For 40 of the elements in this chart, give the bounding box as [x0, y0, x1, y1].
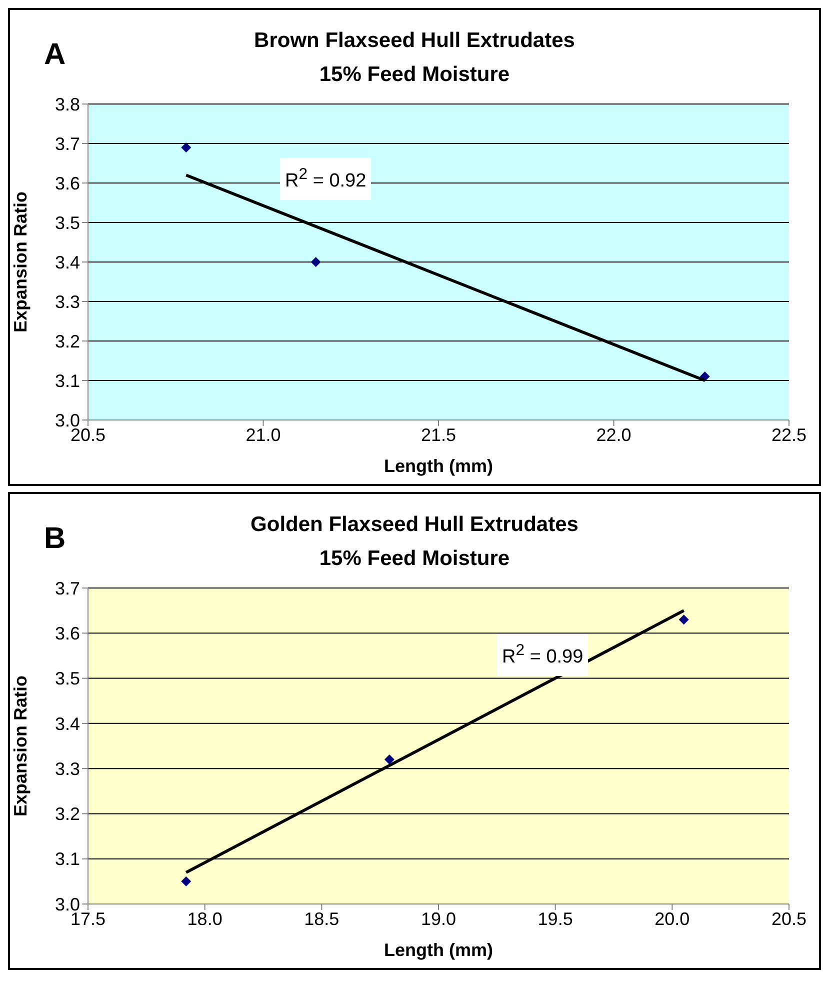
- y-tick-label: 3.2: [54, 331, 80, 352]
- x-tick-label: 20.5: [771, 908, 807, 929]
- y-tick-label: 3.4: [54, 714, 80, 734]
- point: [384, 754, 394, 765]
- y-axis-title: Expansion Ratio: [10, 675, 30, 817]
- chart-title: Brown Flaxseed Hull Extrudates 15% Feed Moisture: [254, 29, 575, 86]
- y-tick-label: 3.3: [54, 292, 80, 312]
- point: [181, 876, 192, 886]
- y-tick-label: 3.7: [54, 578, 80, 598]
- x-tick-label: 21.5: [420, 424, 456, 445]
- y-tick-label: 3.6: [54, 173, 80, 194]
- x-tick-label: 19.0: [420, 908, 456, 929]
- text: A: [44, 38, 66, 72]
- annotation: R$^{2}$ = 0.92: [280, 158, 372, 200]
- x-axis-title: Length (mm): [384, 456, 493, 476]
- y-tick-label: 3.6: [54, 624, 80, 644]
- y-axis-title: Expansion Ratio: [10, 191, 30, 333]
- x-tick-label: 21.0: [246, 424, 281, 445]
- y-tick-label: 3.5: [54, 668, 80, 689]
- y-tick-label: 3.2: [54, 804, 80, 824]
- y-tick-label: 3.1: [54, 370, 80, 391]
- x-tick-label: 20.0: [654, 908, 690, 929]
- x-axis-title: Length (mm): [384, 940, 493, 960]
- y-tick-label: 3.1: [54, 849, 80, 870]
- x-tick-label: 18.0: [187, 908, 222, 929]
- point: [678, 614, 689, 625]
- x-tick-label: 22.0: [596, 424, 632, 445]
- annotation: R$^{2}$ = 0.99: [497, 634, 588, 676]
- text: B: [44, 522, 66, 556]
- y-tick-label: 3.8: [54, 94, 80, 114]
- x-tick-label: 22.5: [771, 424, 807, 445]
- x-tick-label: 19.5: [538, 908, 573, 929]
- y-tick-label: 3.4: [54, 252, 80, 272]
- point: [181, 142, 192, 152]
- x-tick-label: 18.5: [304, 908, 340, 929]
- y-tick-label: 3.7: [54, 134, 80, 154]
- chart-title: Golden Flaxseed Hull Extrudates 15% Feed Moisture: [250, 513, 578, 570]
- point: [310, 257, 321, 267]
- y-tick-label: 3.3: [54, 758, 80, 779]
- y-tick-label: 3.5: [54, 212, 80, 233]
